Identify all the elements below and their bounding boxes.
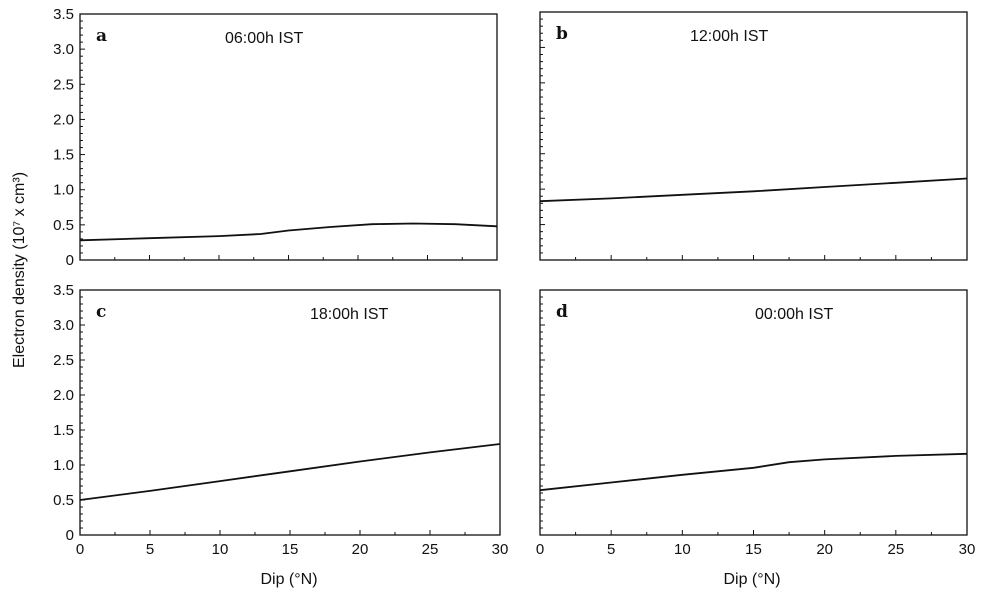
panel-letter: d [556,302,568,322]
x-tick-label: 25 [887,541,904,558]
x-tick-label: 5 [146,541,154,558]
y-tick-label: 3.0 [53,41,74,58]
x-axis-label-right: Dip (°N) [723,571,780,588]
y-tick-label: 2.0 [53,387,74,404]
plot-frame [539,289,968,536]
x-tick-label: 30 [492,541,509,558]
x-tick-label: 20 [816,541,833,558]
y-tick-label: 1.5 [53,147,74,164]
series-line [79,443,501,501]
panel-title: 00:00h IST [755,306,834,323]
y-tick-label: 3.5 [53,6,74,23]
panel-c: 0 0.5 1.0 1.5 2.0 2.5 3.0 3.5 0 5 10 15 20 25 30 c 18:00… [53,282,508,558]
x-tick-label: 15 [745,541,762,558]
x-tick-label: 30 [959,541,976,558]
y-tick-label: 0 [66,527,74,544]
y-tick-label: 3.0 [53,317,74,334]
y-tick-label: 1.0 [53,457,74,474]
y-tick-label: 3.5 [53,282,74,299]
plot-frame [79,289,501,536]
series-line [79,222,498,242]
panel-title: 12:00h IST [690,28,769,45]
panel-title: 18:00h IST [310,306,389,323]
panel-title: 06:00h IST [225,30,304,47]
panel-d: 0 5 10 15 20 25 30 d 00:00h IST [536,289,976,558]
x-tick-label: 0 [536,541,544,558]
x-tick-label: 15 [282,541,299,558]
panel-letter: c [96,302,106,322]
panel-letter: b [556,24,568,44]
panel-b: b 12:00h IST [539,11,968,261]
y-tick-label: 2.5 [53,76,74,93]
y-tick-label: 0 [66,252,74,269]
series-line [539,452,968,492]
y-tick-label: 2.0 [53,111,74,128]
x-tick-label: 0 [76,541,84,558]
panel-letter: a [96,26,107,46]
series-line [539,177,968,203]
x-tick-label: 5 [607,541,615,558]
x-axis-label-left: Dip (°N) [260,571,317,588]
plot-frame [539,11,968,261]
y-tick-label: 1.5 [53,422,74,439]
y-tick-label: 0.5 [53,492,74,509]
y-axis-label: Electron density (10⁷ x cm³) [11,172,28,368]
x-tick-label: 20 [352,541,369,558]
panel-a: 0 0.5 1.0 1.5 2.0 2.5 3.0 3.5 a 06:00h IST [53,6,498,269]
x-tick-label: 10 [674,541,691,558]
y-tick-label: 1.0 [53,182,74,199]
y-tick-label: 2.5 [53,352,74,369]
x-tick-label: 10 [212,541,229,558]
x-tick-label: 25 [422,541,439,558]
y-tick-label: 0.5 [53,217,74,234]
